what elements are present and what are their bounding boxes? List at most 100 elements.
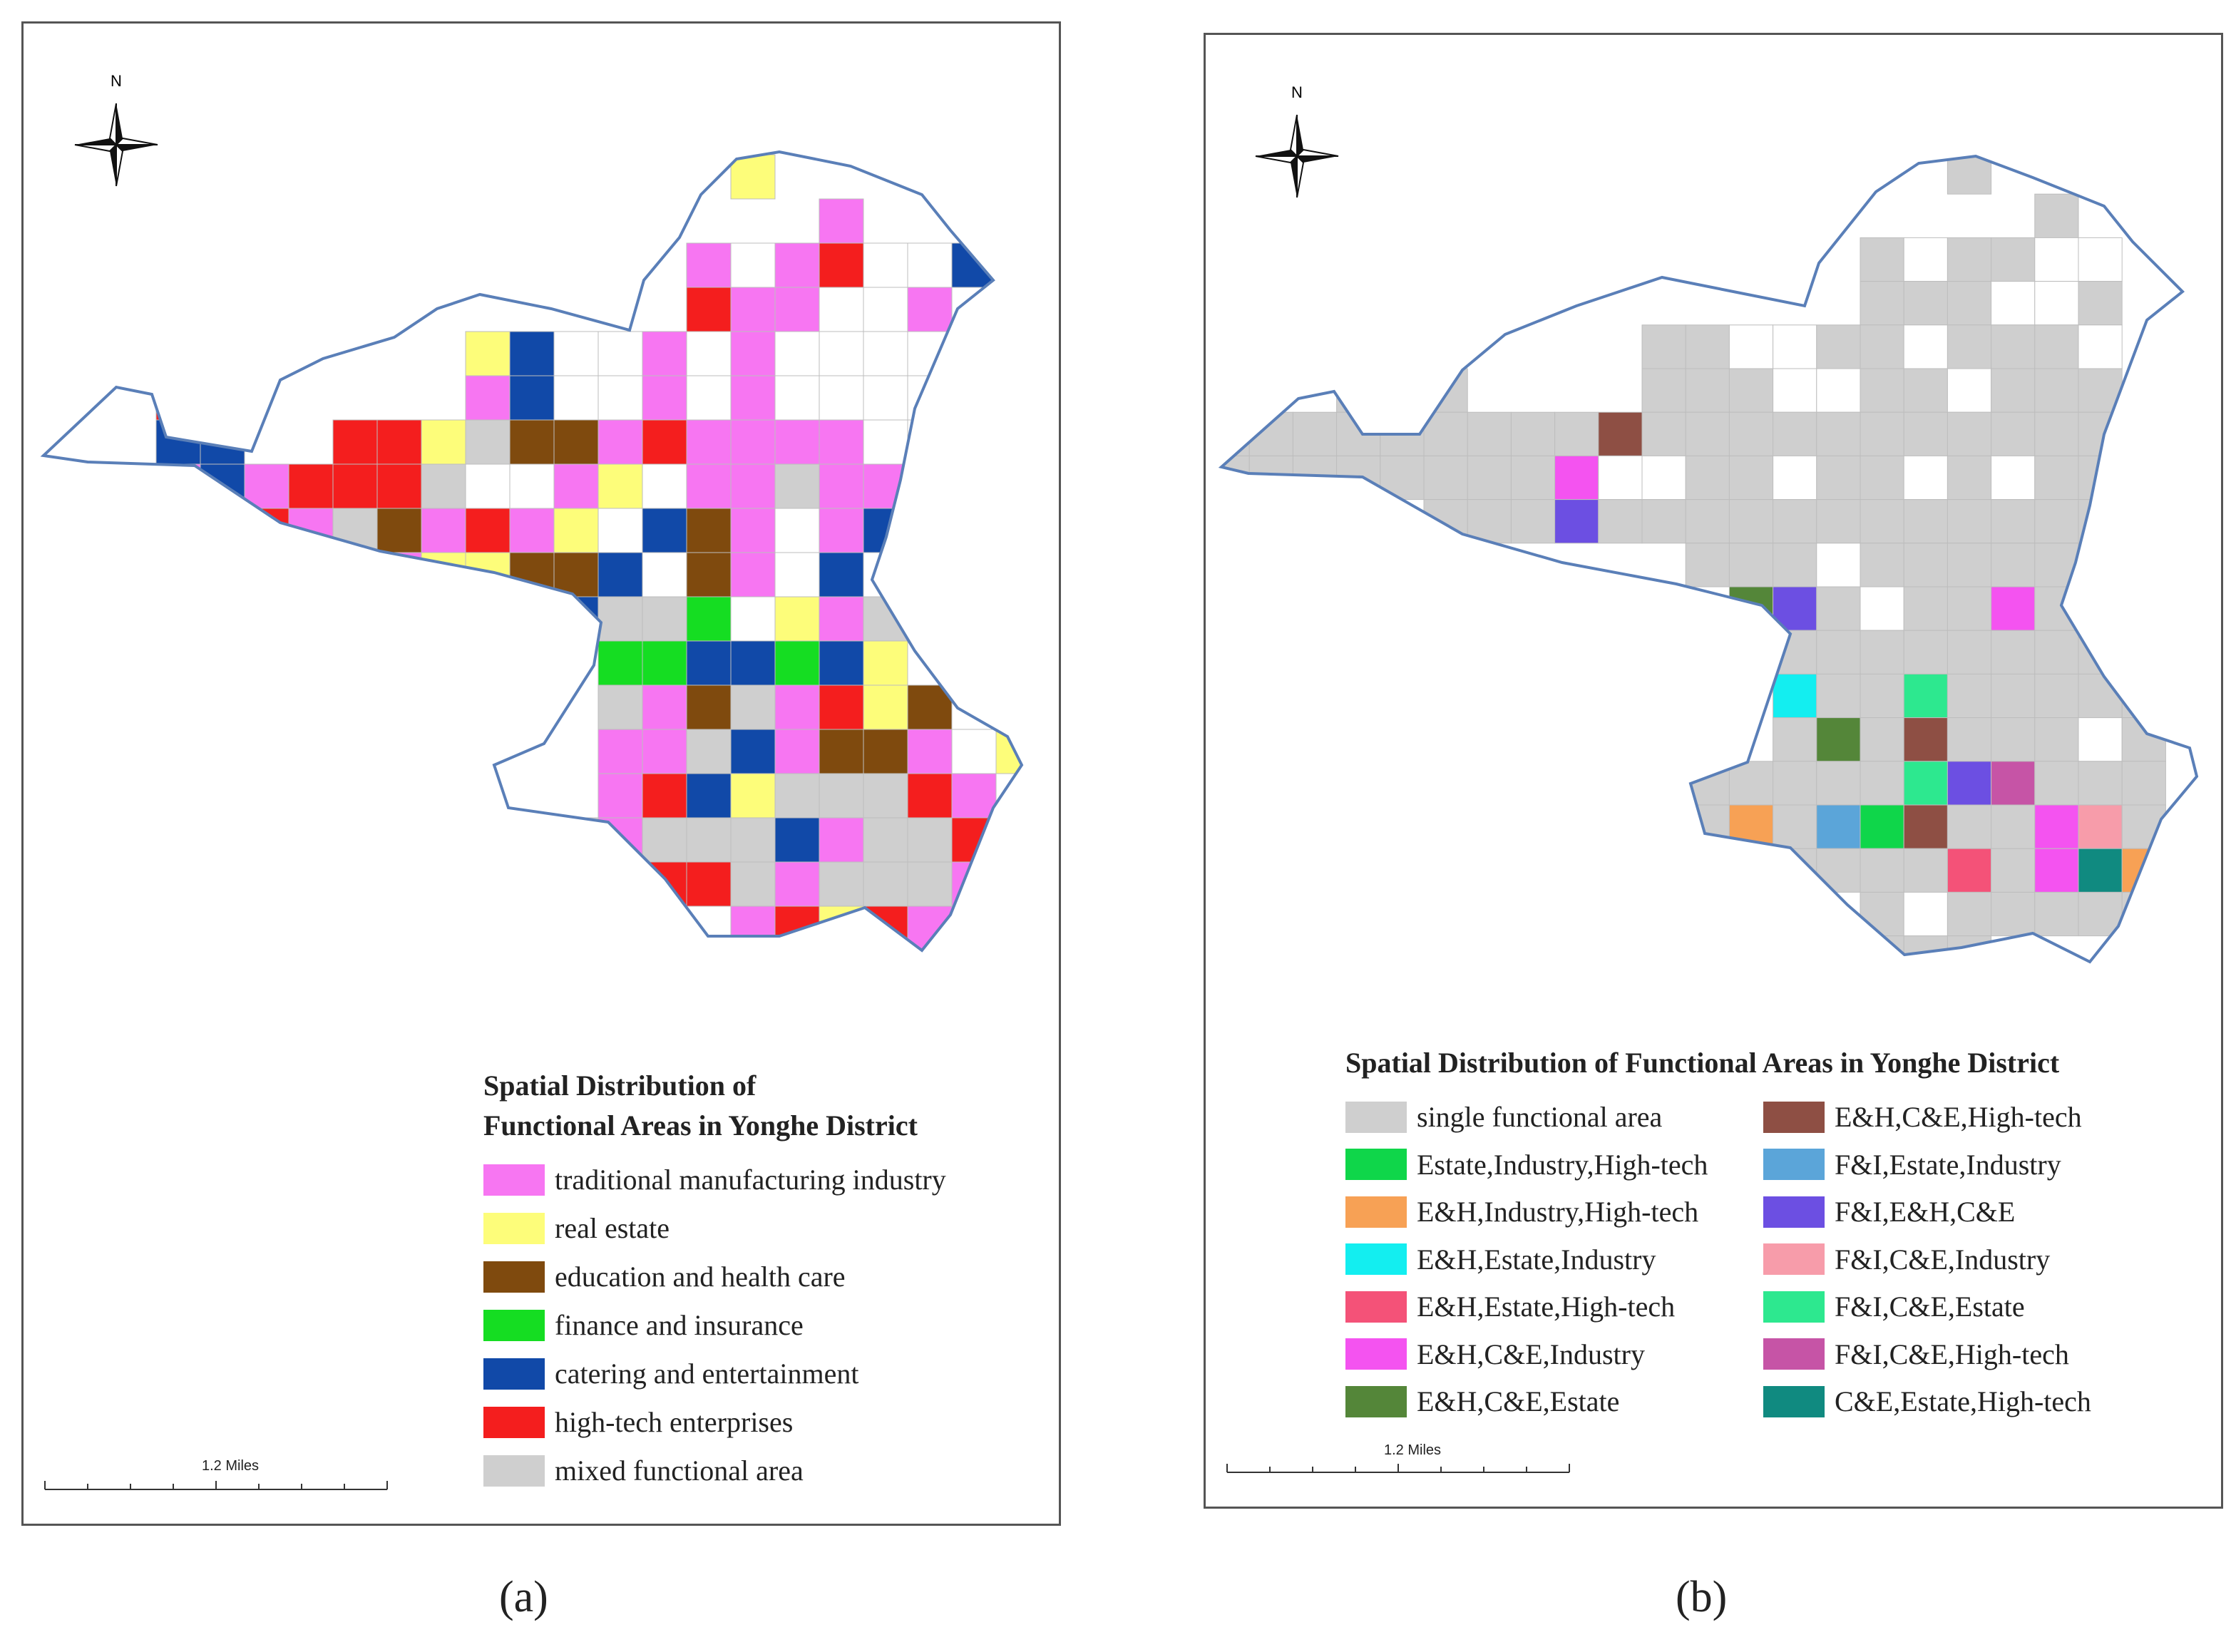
grid-cell bbox=[819, 596, 864, 642]
grid-cell bbox=[1816, 455, 1861, 501]
grid-cell bbox=[730, 905, 776, 950]
grid-cell bbox=[1685, 411, 1730, 456]
panel-label-b: (b) bbox=[1676, 1573, 1728, 1621]
grid-cell bbox=[1773, 324, 1817, 369]
grid-cell bbox=[1860, 237, 1904, 282]
legend-swatch bbox=[483, 1164, 545, 1196]
grid-cell bbox=[774, 242, 820, 288]
grid-cell bbox=[1773, 455, 1817, 501]
grid-cell bbox=[376, 508, 422, 553]
grid-cell bbox=[863, 242, 908, 288]
grid-cell bbox=[863, 419, 908, 465]
legend-item: finance and insurance bbox=[483, 1308, 804, 1342]
functional-area-cells-b bbox=[1221, 156, 2197, 962]
grid-cell bbox=[1728, 368, 1774, 413]
grid-cell bbox=[1641, 499, 1686, 544]
grid-cell bbox=[1773, 761, 1817, 806]
grid-cell bbox=[1641, 455, 1686, 501]
grid-cell bbox=[2078, 324, 2123, 369]
legend-swatch bbox=[1345, 1101, 1407, 1133]
grid-cell bbox=[774, 684, 820, 730]
grid-cell bbox=[1903, 848, 1948, 893]
legend-swatch bbox=[483, 1455, 545, 1487]
grid-cell bbox=[598, 375, 643, 421]
legend-label: E&H,Estate,Industry bbox=[1417, 1243, 1656, 1276]
district-boundary-a bbox=[40, 150, 1024, 953]
grid-cell bbox=[2121, 848, 2166, 893]
legend-label: F&I,C&E,Estate bbox=[1835, 1291, 2025, 1323]
grid-cell bbox=[1991, 324, 2036, 369]
grid-cell bbox=[2034, 761, 2079, 806]
grid-cell bbox=[465, 463, 511, 509]
grid-cell bbox=[686, 419, 732, 465]
grid-cell bbox=[2034, 281, 2079, 326]
grid-cell bbox=[1728, 499, 1774, 544]
grid-cell bbox=[642, 596, 687, 642]
grid-cell bbox=[1510, 411, 1556, 456]
grid-cell bbox=[863, 640, 908, 686]
grid-cell bbox=[1991, 717, 2036, 762]
grid-cell bbox=[553, 508, 599, 553]
grid-cell bbox=[730, 552, 776, 597]
grid-cell bbox=[819, 729, 864, 774]
grid-cell bbox=[1903, 761, 1948, 806]
grid-cell bbox=[509, 463, 555, 509]
legend-swatch bbox=[1345, 1385, 1407, 1417]
legend-swatch bbox=[1345, 1338, 1407, 1370]
legend-label: finance and insurance bbox=[555, 1309, 804, 1341]
scale-bar bbox=[44, 1481, 388, 1490]
grid-cell bbox=[1947, 455, 1992, 501]
grid-cell bbox=[1991, 499, 2036, 544]
grid-cell bbox=[1685, 499, 1730, 544]
grid-cell bbox=[1598, 411, 1643, 456]
grid-cell bbox=[553, 419, 599, 465]
legend-swatch bbox=[1345, 1149, 1407, 1180]
grid-cell bbox=[465, 375, 511, 421]
grid-cell bbox=[774, 773, 820, 819]
grid-cell bbox=[1947, 586, 1992, 631]
grid-cell bbox=[1773, 673, 1817, 719]
grid-cell bbox=[819, 508, 864, 553]
legend-label: E&H,Estate,High-tech bbox=[1417, 1291, 1676, 1323]
grid-cell bbox=[2034, 237, 2079, 282]
grid-cell bbox=[509, 331, 555, 376]
grid-cell bbox=[1903, 455, 1948, 501]
grid-cell bbox=[730, 684, 776, 730]
grid-cell bbox=[1991, 368, 2036, 413]
grid-cell bbox=[907, 242, 953, 288]
grid-cell bbox=[730, 287, 776, 332]
grid-cell bbox=[2034, 543, 2079, 588]
map-b-grid: N bbox=[1218, 83, 2199, 1473]
grid-cell bbox=[1816, 543, 1861, 588]
legend-label: E&H,C&E,Industry bbox=[1417, 1338, 1645, 1370]
grid-cell bbox=[642, 375, 687, 421]
grid-cell bbox=[2034, 891, 2079, 937]
grid-cell bbox=[863, 552, 908, 597]
grid-cell bbox=[774, 552, 820, 597]
legend-swatch bbox=[1763, 1338, 1825, 1370]
grid-cell bbox=[774, 817, 820, 863]
grid-cell bbox=[465, 508, 511, 553]
grid-cell bbox=[1685, 804, 1730, 849]
grid-cell bbox=[465, 419, 511, 465]
grid-cell bbox=[686, 508, 732, 553]
north-label: N bbox=[1291, 83, 1303, 101]
legend-item: catering and entertainment bbox=[483, 1357, 858, 1390]
grid-cell bbox=[376, 419, 422, 465]
legend-label: high-tech enterprises bbox=[555, 1406, 794, 1438]
grid-cell bbox=[2034, 411, 2079, 456]
grid-cell bbox=[642, 552, 687, 597]
legend-swatch bbox=[1345, 1291, 1407, 1323]
grid-cell bbox=[819, 287, 864, 332]
grid-cell bbox=[421, 463, 466, 509]
grid-cell bbox=[553, 463, 599, 509]
grid-cell bbox=[863, 684, 908, 730]
grid-cell bbox=[2034, 673, 2079, 719]
grid-cell bbox=[598, 905, 643, 950]
legend-swatch bbox=[1763, 1385, 1825, 1417]
grid-cell bbox=[1816, 368, 1861, 413]
grid-cell bbox=[2034, 368, 2079, 413]
grid-cell bbox=[509, 508, 555, 553]
legend-item: traditional manufacturing industry bbox=[483, 1163, 946, 1196]
grid-cell bbox=[598, 419, 643, 465]
